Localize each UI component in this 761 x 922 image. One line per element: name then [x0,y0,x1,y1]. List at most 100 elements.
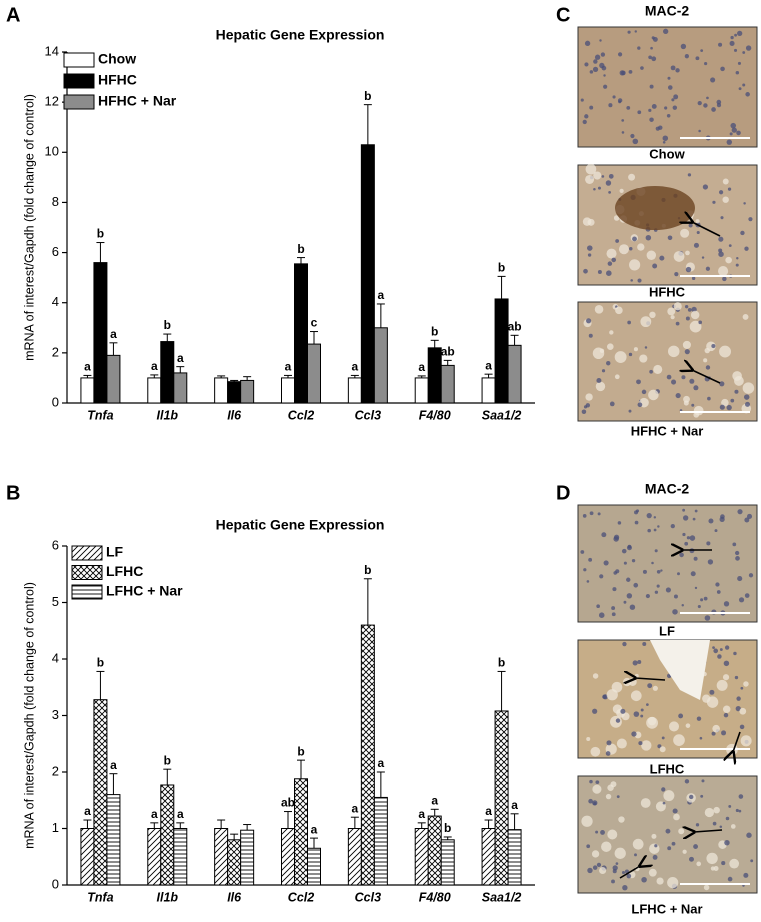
nucleus [688,223,693,228]
x-tick-label: Tnfa [87,408,113,422]
nucleus [634,30,637,33]
nucleus [580,550,585,554]
nucleus [592,708,598,714]
nucleus [748,217,753,222]
nucleus [644,346,648,349]
vacuole [613,215,620,221]
nucleus [744,246,749,251]
nucleus [689,794,694,800]
nucleus [595,780,600,785]
nucleus [615,862,619,865]
nucleus [593,59,598,64]
nucleus [681,604,684,607]
nucleus [629,604,636,610]
nucleus [682,508,686,512]
vacuole [719,345,731,358]
nucleus [703,103,708,108]
arrow [692,222,721,237]
significance-letter: a [418,807,425,821]
vacuole [693,405,704,416]
bar [281,828,295,886]
legend-swatch [63,52,95,68]
significance-letter: b [164,318,171,332]
nucleus [667,235,673,241]
vacuole [743,681,749,687]
nucleus [723,712,729,718]
significance-letter: a [352,360,359,374]
y-tick-label: 12 [45,94,59,109]
nucleus [627,320,631,325]
nucleus [640,66,644,70]
bar [147,377,162,404]
arrow [733,731,741,752]
nucleus [730,35,734,40]
x-tick-label: Il1b [157,408,179,422]
nucleus [589,105,594,110]
vacuole [667,307,676,316]
nucleus [746,832,752,838]
significance-letter: a [378,288,385,302]
x-tick-label: Saa1/2 [482,408,522,422]
micrograph [577,26,758,148]
y-axis-label: mRNA of interest/Gapdh (fold change of c… [22,582,36,849]
nucleus [641,876,647,883]
nucleus [720,216,724,220]
nucleus [632,236,637,242]
vacuole [618,244,629,255]
nucleus [693,844,698,850]
nucleus [651,561,654,565]
significance-letter: a [485,804,492,818]
nucleus [588,798,593,804]
legend-label: LFHC [106,563,143,579]
nucleus [612,95,616,99]
nucleus [663,28,669,34]
vacuole [742,382,755,394]
nucleus [594,54,601,60]
nucleus [621,119,625,122]
nucleus [729,132,733,136]
nucleus [652,263,658,269]
nucleus [587,245,593,251]
vacuole [685,723,691,728]
nucleus [636,379,641,385]
vacuole [606,689,618,701]
nucleus [736,130,741,136]
nucleus [712,646,715,650]
nucleus [734,675,739,680]
nucleus [712,821,717,826]
vacuole [610,715,622,728]
nucleus [671,379,677,385]
vacuole [622,677,632,687]
nucleus [650,46,653,50]
nucleus [712,200,716,204]
nucleus [737,576,743,582]
nucleus [649,84,654,89]
bar [427,815,442,886]
nucleus [693,242,700,248]
nucleus [696,716,702,721]
nucleus [699,736,703,740]
nucleus [654,590,659,594]
nucleus [597,186,601,190]
nucleus [664,106,668,110]
nucleus [611,612,616,617]
vacuole [649,311,656,319]
nucleus [719,648,723,651]
nucleus [730,122,737,129]
nucleus [653,528,657,532]
bar [173,828,188,886]
nucleus [698,129,701,133]
nucleus [728,805,732,808]
vacuole [646,716,658,729]
nucleus [682,532,686,537]
y-tick-label: 5 [52,594,59,609]
nucleus [598,612,605,618]
nucleus [704,62,708,66]
nucleus [719,516,725,522]
vacuole [656,877,664,885]
nucleus [654,844,658,848]
significance-letter: b [97,656,104,670]
nucleus [642,642,647,647]
nucleus [730,398,735,403]
vacuole [680,228,690,238]
